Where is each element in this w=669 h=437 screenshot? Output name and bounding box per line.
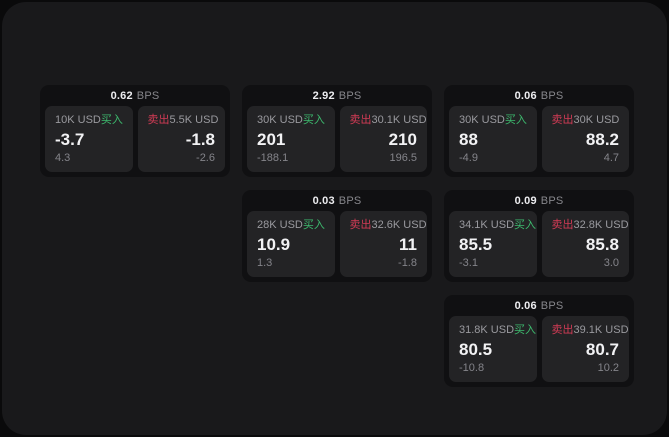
sell-price: 80.7 <box>585 340 619 359</box>
buy-delta: -188.1 <box>257 152 289 164</box>
buy-amount: 28K USD <box>257 219 303 231</box>
sell-panel[interactable]: 卖出 39.1K USD 80.7 10.2 <box>541 316 629 382</box>
quote-panels: 30K USD 买入 88 -4.9 卖出 30K USD 88.2 4.7 <box>449 106 629 172</box>
spread-header: 0.06 BPS <box>449 85 629 106</box>
sell-amount: 39.1K USD <box>573 324 629 336</box>
buy-amount: 31.8K USD <box>459 324 515 336</box>
buy-panel[interactable]: 30K USD 买入 201 -188.1 <box>247 106 335 172</box>
sell-amount: 32.6K USD <box>371 219 427 231</box>
sell-panel[interactable]: 卖出 30.1K USD 210 196.5 <box>339 106 427 172</box>
quote-card-3: 0.06 BPS 30K USD 买入 88 -4.9 卖出 30K USD <box>444 85 634 177</box>
quote-board: 0.62 BPS 10K USD 买入 -3.7 4.3 卖出 5.5K USD <box>40 85 634 387</box>
buy-panel[interactable]: 30K USD 买入 88 -4.9 <box>449 106 537 172</box>
quote-panels: 34.1K USD 买入 85.5 -3.1 卖出 32.8K USD 85.8… <box>449 211 629 277</box>
buy-delta: -4.9 <box>459 152 478 164</box>
sell-side-label: 卖出 <box>349 219 372 231</box>
sell-delta: 10.2 <box>597 362 619 374</box>
sell-amount: 32.8K USD <box>573 219 629 231</box>
sell-panel[interactable]: 卖出 32.8K USD 85.8 3.0 <box>541 211 629 277</box>
buy-side-label: 买入 <box>302 219 325 231</box>
buy-price: 88 <box>459 130 478 149</box>
sell-amount: 30.1K USD <box>371 114 427 126</box>
spread-bps-value: 0.62 <box>110 89 133 102</box>
sell-side-label: 卖出 <box>349 114 372 126</box>
buy-delta: 4.3 <box>55 152 71 164</box>
buy-amount: 30K USD <box>257 114 303 126</box>
buy-amount: 30K USD <box>459 114 505 126</box>
sell-delta: 196.5 <box>389 152 417 164</box>
sell-side-label: 卖出 <box>551 114 574 126</box>
sell-price: 88.2 <box>585 130 619 149</box>
spread-bps-unit: BPS <box>136 89 160 102</box>
buy-amount: 34.1K USD <box>459 219 515 231</box>
quote-card-6: 0.06 BPS 31.8K USD 买入 80.5 -10.8 卖出 39.1… <box>444 295 634 387</box>
quote-panels: 31.8K USD 买入 80.5 -10.8 卖出 39.1K USD 80.… <box>449 316 629 382</box>
spread-bps-unit: BPS <box>338 194 362 207</box>
spread-header: 0.09 BPS <box>449 190 629 211</box>
spread-bps-unit: BPS <box>540 89 564 102</box>
spread-bps-unit: BPS <box>540 194 564 207</box>
buy-delta: -10.8 <box>459 362 485 374</box>
spread-bps-value: 0.09 <box>514 194 537 207</box>
quote-card-4: 0.03 BPS 28K USD 买入 10.9 1.3 卖出 32.6K US… <box>242 190 432 282</box>
sell-side-label: 卖出 <box>551 324 574 336</box>
sell-delta: 3.0 <box>603 257 619 269</box>
spread-bps-value: 0.06 <box>514 89 537 102</box>
buy-panel[interactable]: 34.1K USD 买入 85.5 -3.1 <box>449 211 537 277</box>
spread-bps-value: 2.92 <box>312 89 335 102</box>
spread-header: 2.92 BPS <box>247 85 427 106</box>
quote-panels: 30K USD 买入 201 -188.1 卖出 30.1K USD 210 1… <box>247 106 427 172</box>
buy-delta: -3.1 <box>459 257 478 269</box>
sell-price: -1.8 <box>185 130 215 149</box>
spread-header: 0.06 BPS <box>449 295 629 316</box>
buy-delta: 1.3 <box>257 257 273 269</box>
sell-price: 210 <box>388 130 417 149</box>
sell-delta: -2.6 <box>196 152 215 164</box>
buy-price: 201 <box>257 130 286 149</box>
quote-panels: 10K USD 买入 -3.7 4.3 卖出 5.5K USD -1.8 -2.… <box>45 106 225 172</box>
spread-header: 0.03 BPS <box>247 190 427 211</box>
sell-delta: 4.7 <box>603 152 619 164</box>
quote-card-2: 2.92 BPS 30K USD 买入 201 -188.1 卖出 30.1K … <box>242 85 432 177</box>
quote-panels: 28K USD 买入 10.9 1.3 卖出 32.6K USD 11 -1.8 <box>247 211 427 277</box>
buy-side-label: 买入 <box>504 114 527 126</box>
buy-price: 10.9 <box>257 235 291 254</box>
buy-side-label: 买入 <box>302 114 325 126</box>
sell-panel[interactable]: 卖出 5.5K USD -1.8 -2.6 <box>137 106 225 172</box>
sell-delta: -1.8 <box>398 257 417 269</box>
buy-side-label: 买入 <box>514 219 537 231</box>
buy-amount: 10K USD <box>55 114 101 126</box>
buy-price: 80.5 <box>459 340 493 359</box>
quote-card-1: 0.62 BPS 10K USD 买入 -3.7 4.3 卖出 5.5K USD <box>40 85 230 177</box>
spread-header: 0.62 BPS <box>45 85 225 106</box>
buy-price: -3.7 <box>55 130 85 149</box>
buy-panel[interactable]: 28K USD 买入 10.9 1.3 <box>247 211 335 277</box>
buy-side-label: 买入 <box>100 114 123 126</box>
buy-side-label: 买入 <box>514 324 537 336</box>
sell-side-label: 卖出 <box>551 219 574 231</box>
sell-side-label: 卖出 <box>147 114 170 126</box>
sell-amount: 30K USD <box>573 114 620 126</box>
spread-bps-value: 0.06 <box>514 299 537 312</box>
sell-panel[interactable]: 卖出 30K USD 88.2 4.7 <box>541 106 629 172</box>
sell-price: 85.8 <box>585 235 619 254</box>
buy-price: 85.5 <box>459 235 493 254</box>
buy-panel[interactable]: 10K USD 买入 -3.7 4.3 <box>45 106 133 172</box>
buy-panel[interactable]: 31.8K USD 买入 80.5 -10.8 <box>449 316 537 382</box>
spread-bps-unit: BPS <box>338 89 362 102</box>
sell-panel[interactable]: 卖出 32.6K USD 11 -1.8 <box>339 211 427 277</box>
sell-amount: 5.5K USD <box>169 114 219 126</box>
spread-bps-value: 0.03 <box>312 194 335 207</box>
spread-bps-unit: BPS <box>540 299 564 312</box>
quote-card-5: 0.09 BPS 34.1K USD 买入 85.5 -3.1 卖出 32.8K… <box>444 190 634 282</box>
sell-price: 11 <box>399 235 417 254</box>
